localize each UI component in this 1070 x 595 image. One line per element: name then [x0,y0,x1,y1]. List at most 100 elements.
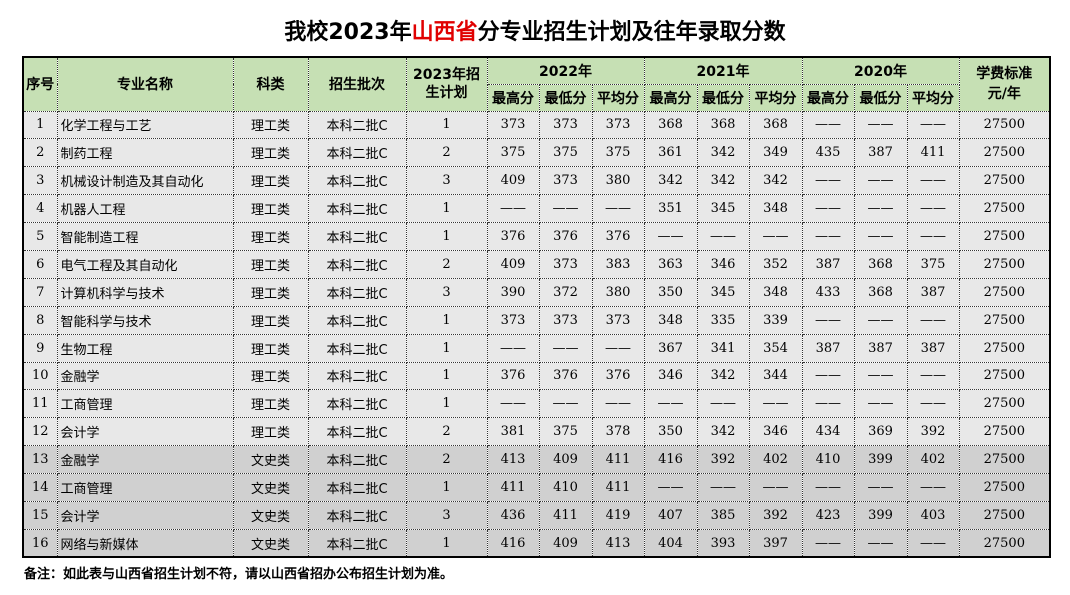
min-2021-cell: —— [696,473,750,502]
min-2022-cell: 372 [538,277,593,307]
batch-cell: 本科二批C [307,333,407,363]
avg-2020-cell: 392 [906,417,960,447]
avg-2022-cell: —— [591,333,645,363]
avg-2022-cell: 373 [591,305,645,335]
avg-2022-cell: 373 [591,110,645,140]
min-2021-cell: 385 [696,500,750,530]
min-2022-cell: 376 [538,361,593,391]
min-2020-cell: —— [853,166,908,196]
major-name-cell: 网络与新媒体 [56,528,234,558]
header-seq: 序号 [22,56,58,112]
max-2021-cell: 351 [643,194,698,224]
avg-2020-cell: 387 [906,277,960,307]
title-prefix: 我校2023年 [284,20,412,45]
batch-cell: 本科二批C [307,194,407,224]
max-2020-cell: —— [801,194,855,224]
min-2022-cell: 409 [538,528,593,558]
table-row: 9 生物工程 理工类 本科二批C 1 —— —— —— 367 341 354 387 387 387 27… [22,333,1051,363]
avg-2022-cell: 419 [591,500,645,530]
header-max-score: 最高分 [643,83,698,112]
min-2021-cell: 368 [696,110,750,140]
seq-cell: 6 [22,249,58,279]
title-province: 山西省 [411,20,478,45]
category-cell: 文史类 [232,500,309,530]
batch-cell: 本科二批C [307,361,407,391]
category-cell: 理工类 [232,361,309,391]
batch-cell: 本科二批C [307,389,407,419]
page-title: 我校2023年山西省分专业招生计划及往年录取分数 [0,14,1070,46]
avg-2021-cell: 402 [748,445,803,475]
avg-2021-cell: 339 [748,305,803,335]
min-2021-cell: 345 [696,277,750,307]
seq-cell: 13 [22,445,58,475]
table-row: 15 会计学 文史类 本科二批C 3 436 411 419 407 385 392 423 399 40… [22,500,1051,530]
avg-2021-cell: 346 [748,417,803,447]
major-name-cell: 会计学 [56,417,234,447]
table-row: 11 工商管理 理工类 本科二批C 1 —— —— —— —— —— —— —— —— —— 27500 [22,389,1051,419]
category-cell: 理工类 [232,249,309,279]
batch-cell: 本科二批C [307,110,407,140]
header-major-name: 专业名称 [56,56,234,112]
min-2021-cell: 341 [696,333,750,363]
header-plan-2023: 2023年招生计划 [405,56,488,112]
avg-2022-cell: 378 [591,417,645,447]
table-row: 4 机器人工程 理工类 本科二批C 1 —— —— —— 351 345 348 —— —— —— 2750… [22,194,1051,224]
avg-2021-cell: 342 [748,166,803,196]
table-row: 7 计算机科学与技术 理工类 本科二批C 3 390 372 380 350 345 348 433 3… [22,277,1051,307]
avg-2022-cell: 411 [591,445,645,475]
min-2022-cell: 373 [538,249,593,279]
max-2020-cell: —— [801,305,855,335]
avg-2022-cell: 376 [591,222,645,251]
max-2022-cell: —— [486,333,540,363]
min-2020-cell: —— [853,389,908,419]
category-cell: 理工类 [232,277,309,307]
header-batch: 招生批次 [307,56,407,112]
avg-2021-cell: 397 [748,528,803,558]
min-2020-cell: 387 [853,333,908,363]
header-min-score: 最低分 [696,83,750,112]
min-2022-cell: 410 [538,473,593,502]
batch-cell: 本科二批C [307,277,407,307]
max-2022-cell: 409 [486,249,540,279]
major-name-cell: 金融学 [56,445,234,475]
tuition-cell: 27500 [958,166,1051,196]
avg-2022-cell: 413 [591,528,645,558]
min-2022-cell: 411 [538,500,593,530]
header-avg-score: 平均分 [748,83,803,112]
max-2021-cell: 368 [643,110,698,140]
max-2022-cell: 436 [486,500,540,530]
max-2022-cell: 413 [486,445,540,475]
tuition-cell: 27500 [958,194,1051,224]
min-2022-cell: —— [538,333,593,363]
batch-cell: 本科二批C [307,222,407,251]
header-avg-score: 平均分 [591,83,645,112]
seq-cell: 14 [22,473,58,502]
avg-2021-cell: —— [748,222,803,251]
avg-2021-cell: —— [748,389,803,419]
max-2021-cell: 363 [643,249,698,279]
header-tuition: 学费标准元/年 [958,56,1051,112]
category-cell: 理工类 [232,417,309,447]
avg-2020-cell: —— [906,166,960,196]
seq-cell: 4 [22,194,58,224]
min-2020-cell: —— [853,305,908,335]
major-name-cell: 机械设计制造及其自动化 [56,166,234,196]
table-row: 2 制药工程 理工类 本科二批C 2 375 375 375 361 342 349 435 387 41… [22,138,1051,168]
seq-cell: 1 [22,110,58,140]
min-2021-cell: 392 [696,445,750,475]
min-2022-cell: 375 [538,417,593,447]
min-2020-cell: —— [853,361,908,391]
avg-2022-cell: 376 [591,361,645,391]
major-name-cell: 会计学 [56,500,234,530]
plan-cell: 1 [405,528,488,558]
major-name-cell: 工商管理 [56,389,234,419]
max-2020-cell: —— [801,110,855,140]
batch-cell: 本科二批C [307,473,407,502]
max-2020-cell: —— [801,222,855,251]
avg-2021-cell: 348 [748,194,803,224]
category-cell: 文史类 [232,445,309,475]
header-year-2022: 2022年 [486,56,645,85]
min-2020-cell: 399 [853,445,908,475]
seq-cell: 3 [22,166,58,196]
plan-cell: 2 [405,138,488,168]
